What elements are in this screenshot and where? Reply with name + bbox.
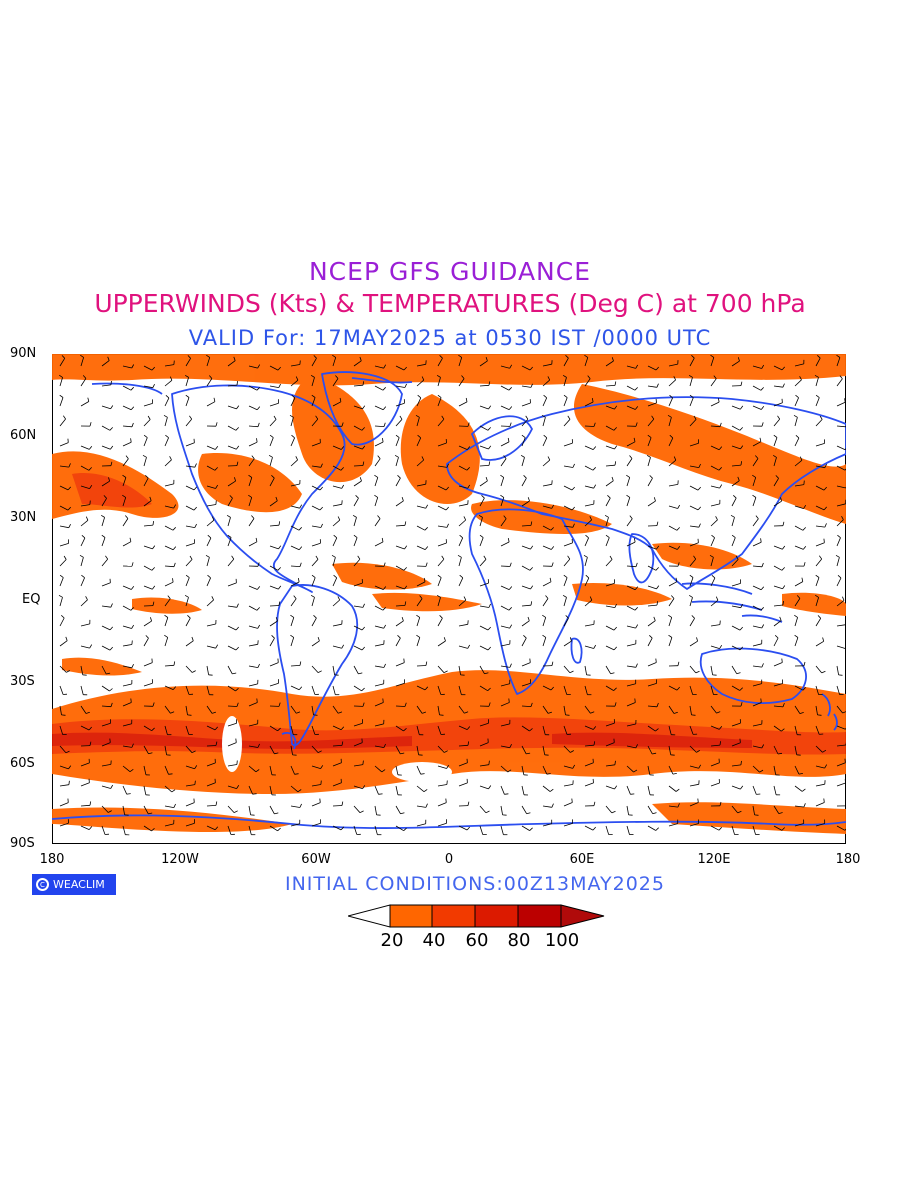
lat-label-60s: 60S <box>10 756 35 771</box>
colorbar-swatch-below-20 <box>348 904 391 928</box>
weaclim-logo: C WEACLIM <box>32 874 116 895</box>
map-title-line-3: VALID For: 17MAY2025 at 0530 IST /0000 U… <box>188 326 712 350</box>
map-title-line-1: NCEP GFS GUIDANCE <box>308 257 591 286</box>
lat-label-60n: 60N <box>10 428 37 443</box>
colorbar <box>348 904 605 928</box>
colorbar-swatch-80-100 <box>517 904 562 928</box>
coastlines <box>52 371 846 829</box>
colorbar-swatch-above-100 <box>560 904 605 928</box>
lon-label-60e: 60E <box>569 852 595 867</box>
colorbar-swatch-40-60 <box>431 904 476 928</box>
lon-label-120e: 120E <box>697 852 731 867</box>
colorbar-label-20: 20 <box>380 930 404 951</box>
lon-label-180e: 180 <box>835 852 861 867</box>
weather-map <box>52 354 846 836</box>
map-title-line-2: UPPERWINDS (Kts) & TEMPERATURES (Deg C) … <box>94 289 806 318</box>
colorbar-label-100: 100 <box>544 930 580 951</box>
colorbar-swatch-60-80 <box>474 904 519 928</box>
initial-conditions: INITIAL CONDITIONS:00Z13MAY2025 <box>284 873 665 895</box>
colorbar-label-40: 40 <box>422 930 446 951</box>
colorbar-label-60: 60 <box>465 930 489 951</box>
logo-text: WEACLIM <box>53 878 105 891</box>
lat-label-90n: 90N <box>10 346 37 361</box>
logo-circle-icon: C <box>36 878 49 891</box>
lon-label-120w: 120W <box>161 852 199 867</box>
wind-barbs <box>58 354 846 836</box>
colorbar-label-80: 80 <box>507 930 531 951</box>
wind-speed-shading <box>52 354 846 834</box>
lon-label-0: 0 <box>444 852 454 867</box>
lon-label-60w: 60W <box>301 852 331 867</box>
lat-label-30n: 30N <box>10 510 37 525</box>
lon-label-180w: 180 <box>39 852 65 867</box>
lat-label-30s: 30S <box>10 674 35 689</box>
colorbar-swatch-20-40 <box>389 904 433 928</box>
lat-label-90s: 90S <box>10 836 35 851</box>
lat-label-eq: EQ <box>22 592 41 607</box>
